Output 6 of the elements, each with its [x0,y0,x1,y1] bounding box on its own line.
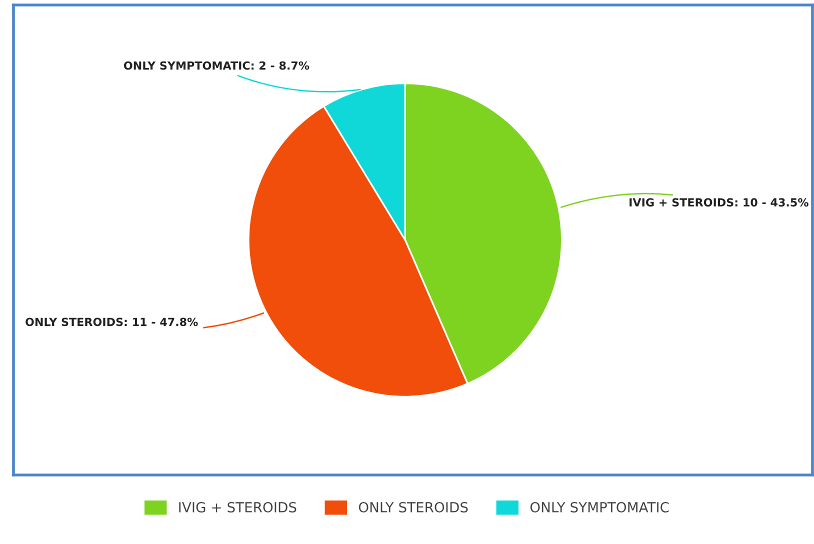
data-label: ONLY SYMPTOMATIC: 2 - 8.7% [124,61,310,70]
data-label: IVIG + STEROIDS: 10 - 43.5% [630,198,808,207]
data-label: ONLY STEROIDS: 11 - 47.8% [26,318,198,326]
legend-label: IVIG + STEROIDS [179,502,296,512]
legend-label: ONLY SYMPTOMATIC [530,502,669,512]
legend-label: ONLY STEROIDS [358,502,468,512]
